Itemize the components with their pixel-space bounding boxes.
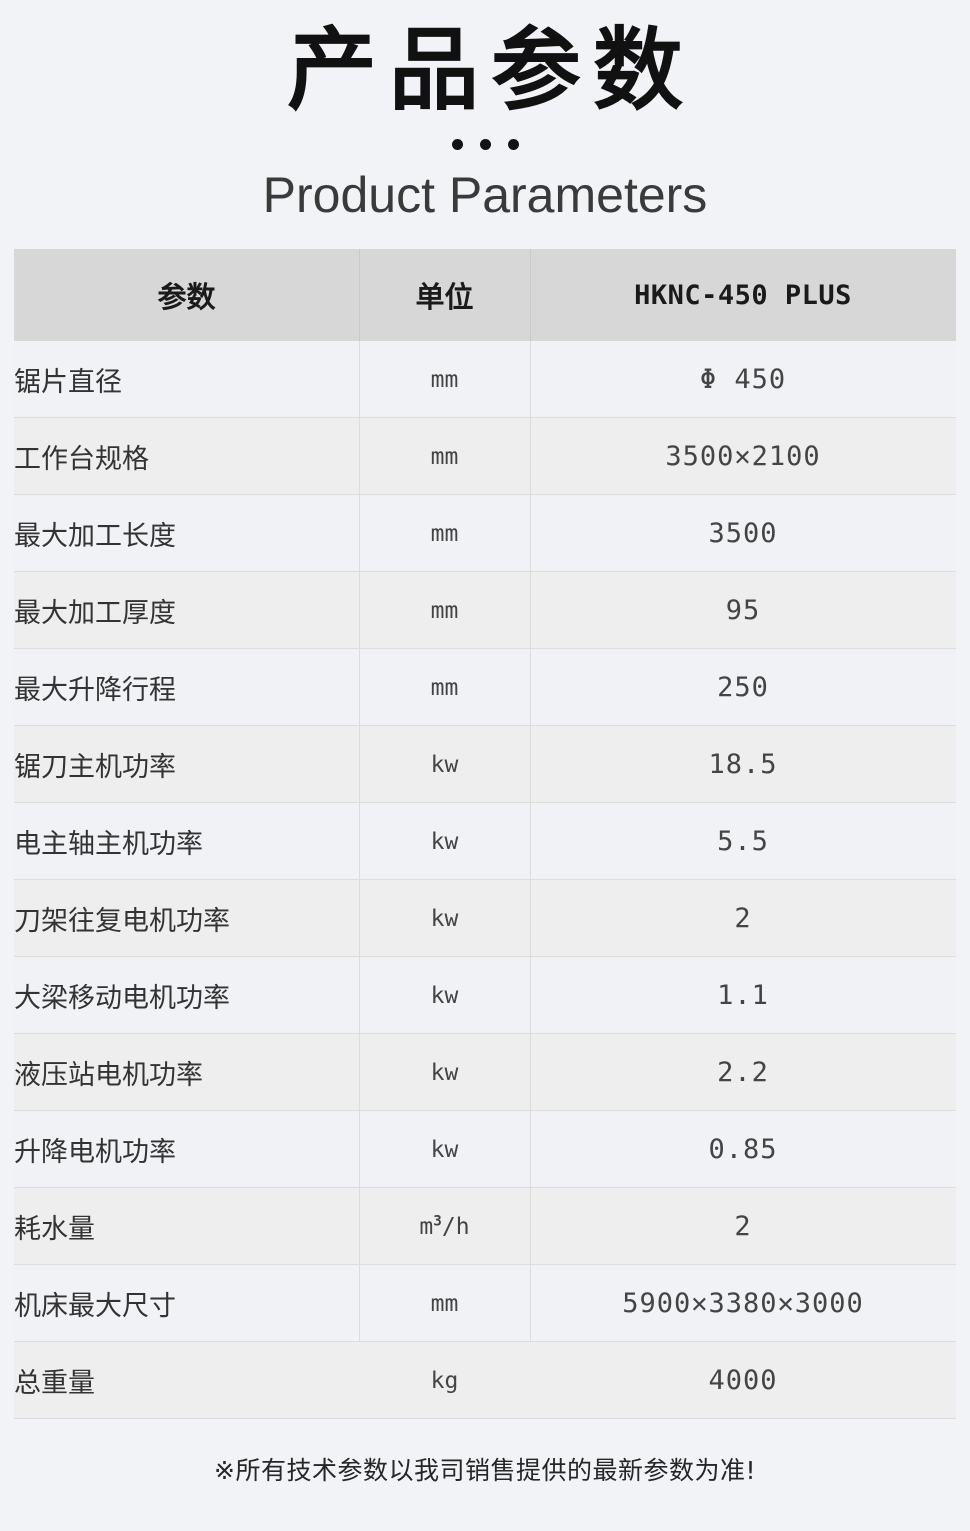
cell-parameter: 总重量 [14,1342,359,1420]
cell-unit: mm [359,418,530,496]
cell-parameter: 锯片直径 [14,341,359,419]
cell-unit: kw [359,1111,530,1189]
column-header-model: HKNC-450 PLUS [530,249,956,342]
table-row: 锯刀主机功率 kw 18.5 [14,726,956,804]
table-row: 机床最大尺寸 mm 5900✕3380✕3000 [14,1265,956,1343]
page-title-en: Product Parameters [262,167,708,224]
cell-value: 2 [530,1188,956,1266]
page-header: 产品参数 Product Parameters [0,0,970,223]
table-row: 液压站电机功率 kw 2.2 [14,1034,956,1112]
cell-value: 3500 [530,495,956,573]
cell-parameter: 最大加工厚度 [14,572,359,650]
cell-unit: kw [359,803,530,881]
table-header-row: 参数 单位 HKNC-450 PLUS [14,249,956,342]
cell-value: 2.2 [530,1034,956,1112]
cell-unit: kw [359,726,530,804]
cell-unit: kw [359,880,530,958]
cell-parameter: 最大加工长度 [14,495,359,573]
table-row: 最大加工厚度 mm 95 [14,572,956,650]
cell-unit: mm [359,341,530,419]
table-row: 耗水量 m3/h 2 [14,1188,956,1266]
spec-table-body: 锯片直径 mm Φ 450 工作台规格 mm 3500✕2100 最大加工长度 mm 3500 最… [14,341,956,1420]
table-row: 升降电机功率 kw 0.85 [14,1111,956,1189]
dot-icon [507,138,519,150]
spec-table: 参数 单位 HKNC-450 PLUS 锯片直径 mm Φ 450 工作台规格 mm 35… [14,249,956,1420]
table-row: 大梁移动电机功率 kw 1.1 [14,957,956,1035]
spec-table-head: 参数 单位 HKNC-450 PLUS [14,249,956,342]
cell-parameter: 液压站电机功率 [14,1034,359,1112]
cell-unit: mm [359,649,530,727]
spec-table-container: 参数 单位 HKNC-450 PLUS 锯片直径 mm Φ 450 工作台规格 mm 35… [14,249,956,1420]
cell-value: 95 [530,572,956,650]
cell-value: 250 [530,649,956,727]
cell-parameter: 升降电机功率 [14,1111,359,1189]
column-header-unit: 单位 [359,249,530,342]
cell-value: 2 [530,880,956,958]
dot-icon [451,138,463,150]
page-title-cn: 产品参数 [287,18,695,123]
cell-unit: m3/h [359,1188,530,1266]
cell-parameter: 工作台规格 [14,418,359,496]
dot-icon [479,138,491,150]
cell-unit: mm [359,1265,530,1343]
cell-parameter: 最大升降行程 [14,649,359,727]
cell-value: Φ 450 [530,341,956,419]
table-row: 最大升降行程 mm 250 [14,649,956,727]
cell-unit: kw [359,957,530,1035]
cell-value: 5900✕3380✕3000 [530,1265,956,1343]
dot-separator [0,127,970,161]
cell-parameter: 刀架往复电机功率 [14,880,359,958]
cell-value: 3500✕2100 [530,418,956,496]
cell-value: 1.1 [530,957,956,1035]
cell-unit: mm [359,572,530,650]
footnote: ※所有技术参数以我司销售提供的最新参数为准! [214,1456,756,1486]
cell-value: 4000 [530,1342,956,1420]
cell-unit: mm [359,495,530,573]
column-header-parameter: 参数 [14,249,359,342]
cell-parameter: 大梁移动电机功率 [14,957,359,1035]
table-row: 工作台规格 mm 3500✕2100 [14,418,956,496]
cell-value: 5.5 [530,803,956,881]
table-row: 刀架往复电机功率 kw 2 [14,880,956,958]
cell-parameter: 耗水量 [14,1188,359,1266]
table-row: 电主轴主机功率 kw 5.5 [14,803,956,881]
table-row: 最大加工长度 mm 3500 [14,495,956,573]
cell-value: 18.5 [530,726,956,804]
cell-parameter: 电主轴主机功率 [14,803,359,881]
cell-unit: kg [359,1342,530,1420]
cell-parameter: 锯刀主机功率 [14,726,359,804]
cell-unit: kw [359,1034,530,1112]
table-row: 总重量 kg 4000 [14,1342,956,1420]
table-row: 锯片直径 mm Φ 450 [14,341,956,419]
cell-value: 0.85 [530,1111,956,1189]
cell-parameter: 机床最大尺寸 [14,1265,359,1343]
